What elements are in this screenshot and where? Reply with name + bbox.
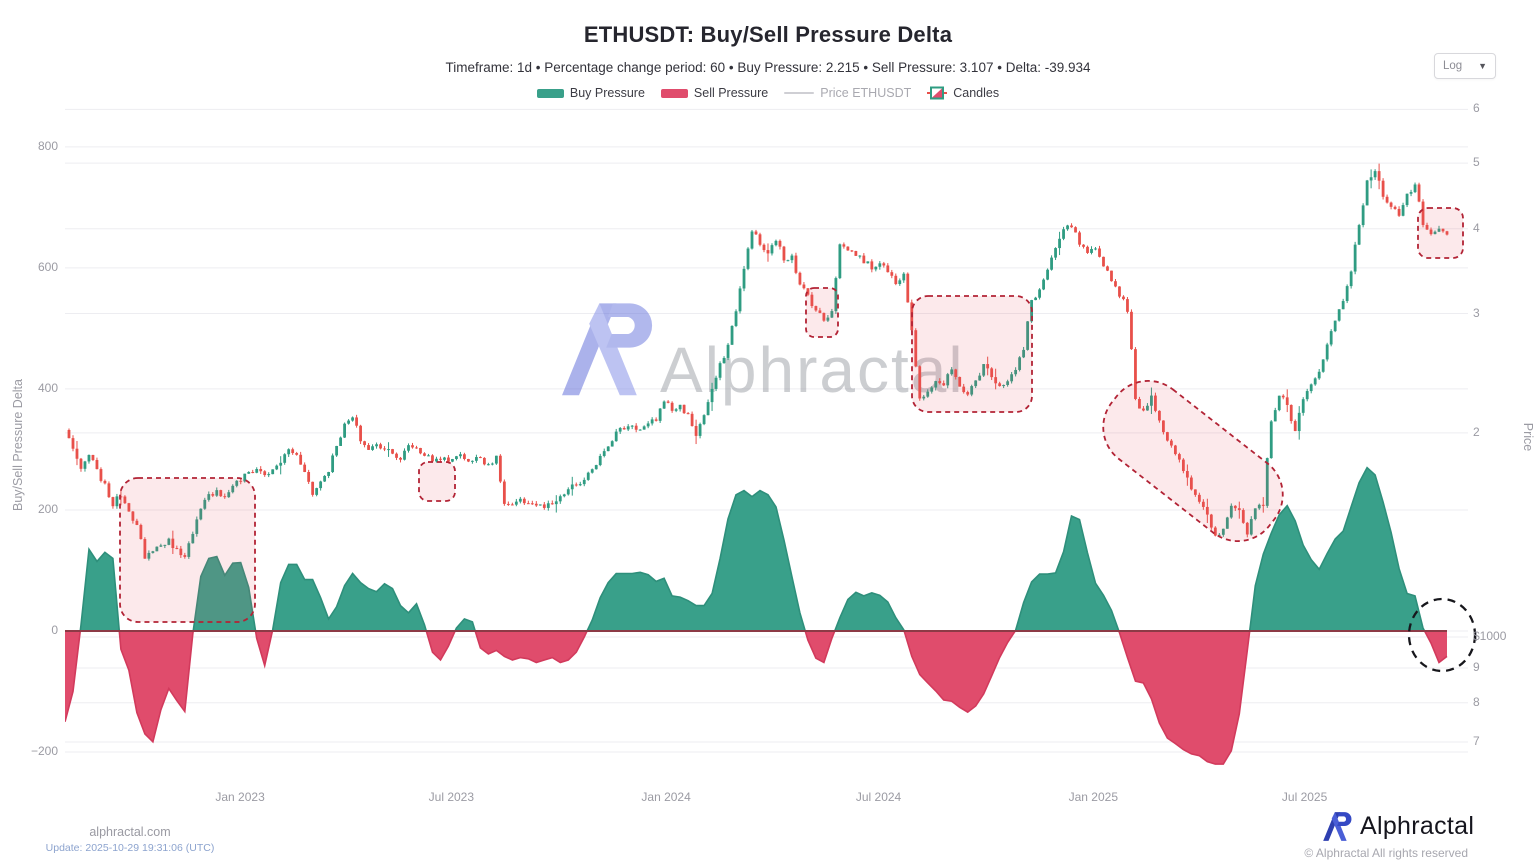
- sell-pressure-swatch: [660, 88, 688, 98]
- right-axis-tick-label: 4: [1473, 220, 1480, 235]
- buy-pressure-edge: [79, 466, 1426, 631]
- annotation-box: [1417, 207, 1464, 259]
- right-axis-tick-label: 6: [1473, 101, 1480, 116]
- legend-label: Buy Pressure: [569, 86, 645, 100]
- legend-label: Sell Pressure: [693, 86, 769, 100]
- annotation-box: [805, 287, 839, 338]
- legend-item-price[interactable]: Price ETHUSDT: [784, 86, 911, 100]
- sell-pressure-edge: [65, 631, 1448, 765]
- brand-name: Alphractal: [1360, 811, 1475, 840]
- annotation-box: [911, 295, 1033, 413]
- left-axis-tick-label: −200: [30, 744, 58, 759]
- legend-label: Price ETHUSDT: [820, 86, 912, 100]
- x-axis-tick-label: Jan 2024: [641, 790, 691, 804]
- buy-pressure-area: [65, 467, 1447, 631]
- alphractal-logo-icon: [1318, 810, 1354, 842]
- x-axis-tick-label: Jul 2025: [1281, 790, 1328, 804]
- chart-subtitle: Timeframe: 1d • Percentage change period…: [445, 60, 1091, 75]
- scale-select-value: Log: [1443, 60, 1463, 72]
- candle-icon: [927, 86, 948, 100]
- page-title: ETHUSDT: Buy/Sell Pressure Delta: [583, 22, 953, 47]
- price-line-swatch: [784, 92, 815, 94]
- chart-legend: Buy Pressure Sell Pressure Price ETHUSDT…: [0, 86, 1536, 100]
- x-axis-tick-label: Jan 2025: [1068, 790, 1118, 804]
- sell-pressure-area: [65, 631, 1447, 765]
- legend-item-candles[interactable]: Candles: [927, 86, 999, 100]
- scale-select-dropdown[interactable]: Log ▼: [1434, 53, 1496, 79]
- left-axis-tick-label: 800: [37, 138, 58, 153]
- right-axis-tick-label: 8: [1473, 694, 1480, 709]
- watermark: Alphractal: [562, 303, 963, 406]
- left-axis-tick-label: 200: [37, 501, 58, 516]
- alphractal-site-link[interactable]: alphractal.com: [89, 825, 171, 839]
- candlestick-series: [67, 163, 1449, 561]
- left-axis-tick-label: 0: [51, 623, 58, 637]
- chevron-down-icon: ▼: [1478, 61, 1487, 71]
- highlight-circle: [1407, 597, 1477, 673]
- legend-item-buy-pressure[interactable]: Buy Pressure: [536, 86, 645, 100]
- right-axis-tick-label: 3: [1473, 305, 1480, 320]
- legend-item-sell-pressure[interactable]: Sell Pressure: [660, 86, 769, 100]
- buy-pressure-swatch: [536, 88, 564, 98]
- left-axis-tick-label: 600: [37, 259, 58, 274]
- legend-label: Candles: [953, 86, 1000, 100]
- left-axis-tick-label: 400: [37, 380, 58, 395]
- annotation-box: [119, 477, 256, 623]
- annotation-box: [418, 461, 456, 502]
- right-axis-tick-label: 5: [1473, 155, 1480, 170]
- right-axis-tick-label: 9: [1473, 660, 1480, 675]
- right-axis-title: Price: [1521, 422, 1535, 452]
- update-timestamp: Update: 2025-10-29 19:31:06 (UTC): [45, 842, 215, 854]
- annotation-box: [1102, 380, 1284, 542]
- right-axis-tick-label: $1000: [1473, 629, 1507, 643]
- x-axis-tick-label: Jan 2023: [215, 790, 265, 804]
- brand-logo: Alphractal: [1318, 810, 1474, 842]
- x-axis-tick-label: Jul 2024: [855, 790, 902, 804]
- x-axis-tick-label: Jul 2023: [428, 790, 475, 804]
- copyright-text: © Alphractal All rights reserved: [1304, 846, 1468, 860]
- right-axis-tick-label: 2: [1473, 424, 1480, 439]
- right-axis-tick-label: 7: [1473, 734, 1480, 749]
